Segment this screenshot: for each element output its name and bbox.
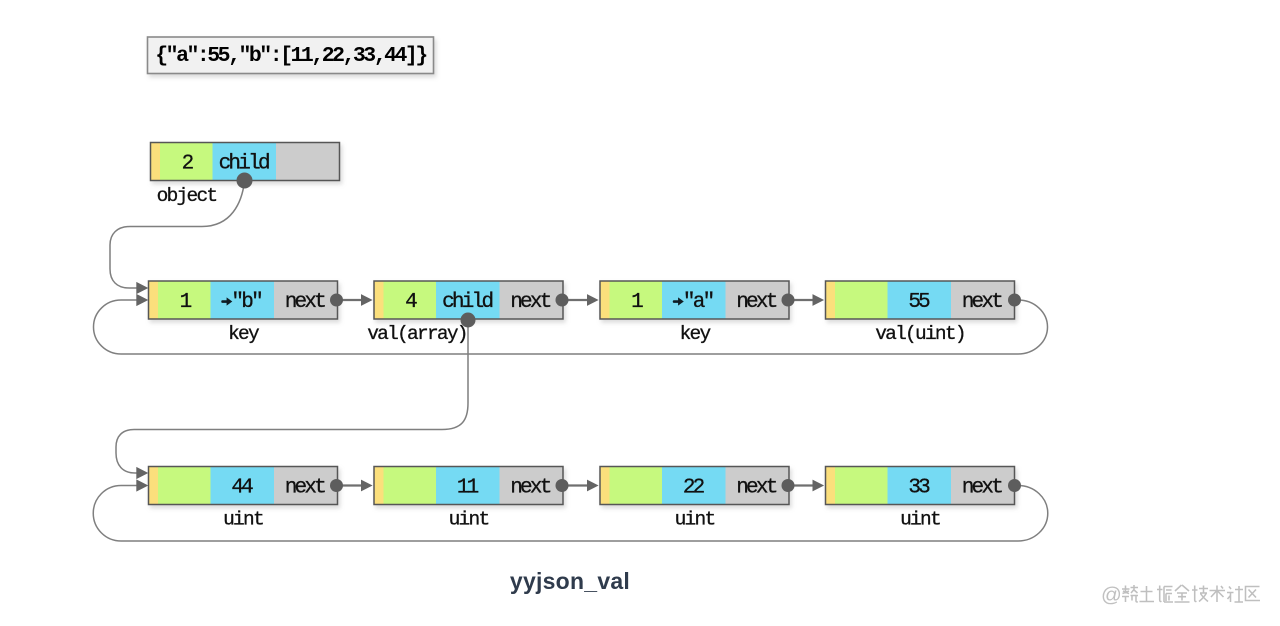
svg-text:11: 11 <box>457 477 479 500</box>
svg-text:"a": "a" <box>683 291 713 314</box>
svg-text:next: next <box>285 477 326 500</box>
svg-text:child: child <box>219 153 269 176</box>
svg-text:{"a":55,"b":[11,22,33,44]}: {"a":55,"b":[11,22,33,44]} <box>155 44 426 68</box>
svg-text:uint: uint <box>223 509 263 531</box>
svg-text:next: next <box>285 291 326 314</box>
svg-text:uint: uint <box>449 509 489 531</box>
svg-text:uint: uint <box>675 509 715 531</box>
svg-text:next: next <box>736 291 777 314</box>
svg-text:key: key <box>680 323 712 345</box>
svg-text:object: object <box>157 185 217 207</box>
svg-text:yyjson_val: yyjson_val <box>510 568 630 594</box>
svg-text:44: 44 <box>231 477 253 500</box>
svg-text:22: 22 <box>683 477 705 500</box>
svg-text:next: next <box>510 291 551 314</box>
svg-text:val(array): val(array) <box>367 323 467 345</box>
svg-text:55: 55 <box>908 291 930 314</box>
svg-text:next: next <box>962 291 1003 314</box>
svg-text:next: next <box>962 477 1003 500</box>
svg-text:@: @ <box>1101 584 1122 607</box>
svg-text:child: child <box>442 291 492 314</box>
svg-text:33: 33 <box>908 477 930 500</box>
svg-text:key: key <box>228 323 260 345</box>
svg-text:"b": "b" <box>231 291 261 314</box>
svg-text:val(uint): val(uint) <box>875 323 965 345</box>
svg-text:next: next <box>510 477 551 500</box>
svg-text:next: next <box>736 477 777 500</box>
svg-text:uint: uint <box>900 509 940 531</box>
